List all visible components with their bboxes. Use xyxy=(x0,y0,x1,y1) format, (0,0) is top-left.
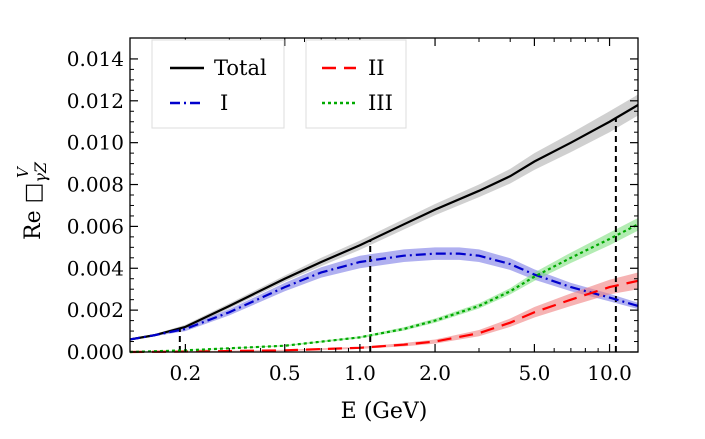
series-line-1 xyxy=(129,104,639,341)
series-line-4 xyxy=(129,223,639,354)
vertical-markers xyxy=(178,118,617,352)
legend-label-4: III xyxy=(368,91,393,115)
y-axis-title-sup: V xyxy=(14,165,32,178)
axes: 0.000 0.002 0.004 0.006 0.008 0.010 0.012 0.014… xyxy=(67,37,639,385)
y-tick-label: 0.010 xyxy=(67,131,124,155)
legend-box-left xyxy=(151,39,285,129)
y-tick-label: 0.004 xyxy=(67,256,124,280)
y-tick-label: 0.000 xyxy=(67,340,124,364)
y-tick-label: 0.006 xyxy=(67,214,124,238)
legend-label-1: Total xyxy=(214,56,267,80)
legend-box-right xyxy=(305,39,407,129)
x-tick-label: 0.2 xyxy=(169,361,201,385)
x-tick-label: 10.0 xyxy=(587,361,632,385)
x-tick-label: 1.0 xyxy=(344,361,376,385)
series-line-3 xyxy=(129,279,639,354)
band-3 xyxy=(130,272,638,352)
y-tick-label: 0.002 xyxy=(67,298,124,322)
y-tick-label: 0.014 xyxy=(67,47,124,71)
y-axis-title-text: Re □γZ xyxy=(21,161,50,240)
y-tick-label: 0.012 xyxy=(67,89,124,113)
error-bands xyxy=(130,94,638,352)
x-axis-title: E (GeV) xyxy=(341,399,428,424)
legend-label-3: II xyxy=(368,56,385,80)
x-tick-label: 0.5 xyxy=(269,361,301,385)
y-axis-title: Re □γZV xyxy=(14,161,50,240)
y-tick-label: 0.008 xyxy=(67,173,124,197)
series-lines xyxy=(129,104,639,354)
x-tick-label: 2.0 xyxy=(419,361,451,385)
legend-label-2: I xyxy=(220,91,228,115)
series-line-2 xyxy=(129,252,639,341)
x-tick-label: 5.0 xyxy=(518,361,550,385)
